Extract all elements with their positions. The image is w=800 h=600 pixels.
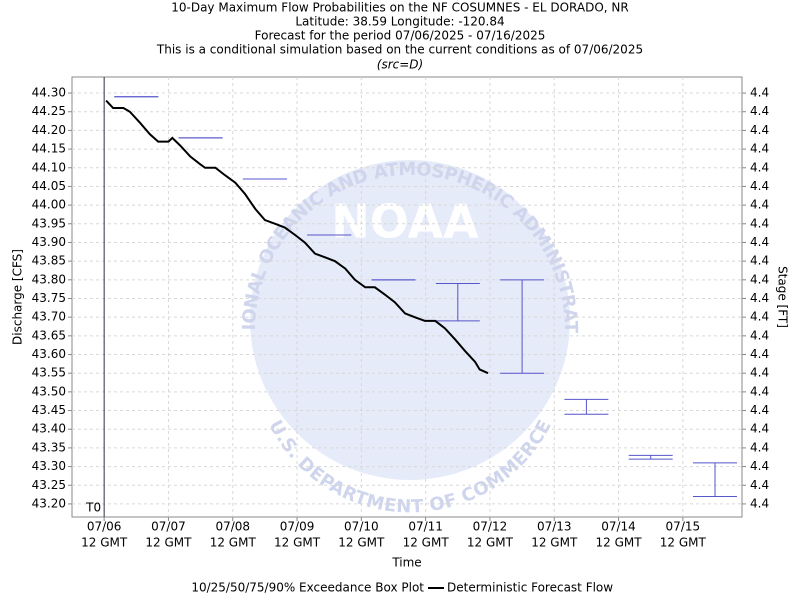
y-tick-label: 43.95 [32, 216, 66, 230]
y-tick-label: 44.10 [32, 160, 66, 174]
x-tick-label: 07/10 [344, 520, 379, 534]
y2-tick-label: 4.4 [750, 216, 769, 230]
x-tick-label: 07/08 [215, 520, 250, 534]
x-tick-sublabel: 12 GMT [531, 536, 578, 550]
y-tick-label: 44.25 [32, 104, 66, 118]
y2-tick-label: 4.4 [750, 160, 769, 174]
legend-label: 10/25/50/75/90% Exceedance Box Plot [191, 581, 424, 595]
y-tick-label: 43.20 [32, 496, 66, 510]
legend-label: Deterministic Forecast Flow [447, 581, 613, 595]
chart-title: Forecast for the period 07/06/2025 - 07/… [255, 29, 546, 43]
watermark: NOAA NATIONAL OCEANIC AND ATMOSPHERIC AD… [0, 0, 581, 518]
y2-tick-label: 4.4 [750, 254, 769, 268]
y-tick-label: 44.15 [32, 142, 66, 156]
t0-label: T0 [85, 501, 101, 515]
x-tick-sublabel: 12 GMT [660, 536, 707, 550]
x-axis-label: Time [391, 556, 421, 570]
forecast-line [105, 99, 489, 375]
x-tick-label: 07/09 [280, 520, 315, 534]
y-tick-label: 43.35 [32, 440, 66, 454]
y-tick-label: 44.30 [32, 86, 66, 100]
y2-tick-label: 4.4 [750, 272, 769, 286]
x-tick-sublabel: 12 GMT [403, 536, 450, 550]
y2-tick-label: 4.4 [750, 235, 769, 249]
x-tick-sublabel: 12 GMT [274, 536, 321, 550]
y2-tick-label: 4.4 [750, 198, 769, 212]
y-tick-label: 43.90 [32, 235, 66, 249]
subtitle: (src=D) [377, 58, 423, 72]
y-tick-label: 43.75 [32, 291, 66, 305]
y-tick-label: 43.70 [32, 310, 66, 324]
y2-tick-label: 4.4 [750, 384, 769, 398]
x-tick-label: 07/07 [151, 520, 186, 534]
y2-tick-label: 4.4 [750, 328, 769, 342]
y2-tick-label: 4.4 [750, 310, 769, 324]
y2-tick-label: 4.4 [750, 459, 769, 473]
chart-title: 10-Day Maximum Flow Probabilities on the… [171, 1, 629, 15]
plot-frame [71, 76, 743, 518]
y2-tick-label: 4.4 [750, 496, 769, 510]
x-tick-sublabel: 12 GMT [145, 536, 192, 550]
y2-tick-label: 4.4 [750, 422, 769, 436]
watermark-center: NOAA [331, 195, 479, 249]
y2-tick-label: 4.4 [750, 403, 769, 417]
x-tick-label: 07/06 [87, 520, 122, 534]
x-tick-label: 07/11 [408, 520, 443, 534]
x-tick-label: 07/15 [666, 520, 701, 534]
y2-tick-label: 4.4 [750, 179, 769, 193]
x-tick-label: 07/12 [473, 520, 508, 534]
y2-tick-label: 4.4 [750, 142, 769, 156]
x-tick-sublabel: 12 GMT [596, 536, 643, 550]
y-tick-label: 44.00 [32, 198, 66, 212]
x-tick-label: 07/13 [537, 520, 572, 534]
y-tick-label: 43.85 [32, 254, 66, 268]
x-tick-sublabel: 12 GMT [338, 536, 385, 550]
y-tick-label: 43.50 [32, 384, 66, 398]
y-tick-label: 43.40 [32, 422, 66, 436]
y2-tick-label: 4.4 [750, 347, 769, 361]
y-tick-label: 43.65 [32, 328, 66, 342]
y-tick-label: 43.55 [32, 366, 66, 380]
y2-tick-label: 4.4 [750, 291, 769, 305]
y2-tick-label: 4.4 [750, 440, 769, 454]
y-tick-label: 43.60 [32, 347, 66, 361]
y2-tick-label: 4.4 [750, 366, 769, 380]
y2-axis-label: Stage [FT] [776, 266, 790, 328]
y2-tick-label: 4.4 [750, 104, 769, 118]
y-tick-label: 44.05 [32, 179, 66, 193]
y2-tick-label: 4.4 [750, 123, 769, 137]
x-tick-label: 07/14 [601, 520, 636, 534]
y-axis-label: Discharge [CFS] [11, 249, 25, 345]
y-tick-label: 43.30 [32, 459, 66, 473]
y-tick-label: 43.45 [32, 403, 66, 417]
x-tick-sublabel: 12 GMT [81, 536, 128, 550]
y-tick-label: 43.80 [32, 272, 66, 286]
chart-title: Latitude: 38.59 Longitude: -120.84 [295, 15, 504, 29]
y-tick-label: 43.25 [32, 478, 66, 492]
y2-tick-label: 4.4 [750, 86, 769, 100]
x-tick-sublabel: 12 GMT [210, 536, 257, 550]
chart-title: This is a conditional simulation based o… [156, 43, 643, 57]
y-tick-label: 44.20 [32, 123, 66, 137]
x-tick-sublabel: 12 GMT [467, 536, 514, 550]
y2-tick-label: 4.4 [750, 478, 769, 492]
